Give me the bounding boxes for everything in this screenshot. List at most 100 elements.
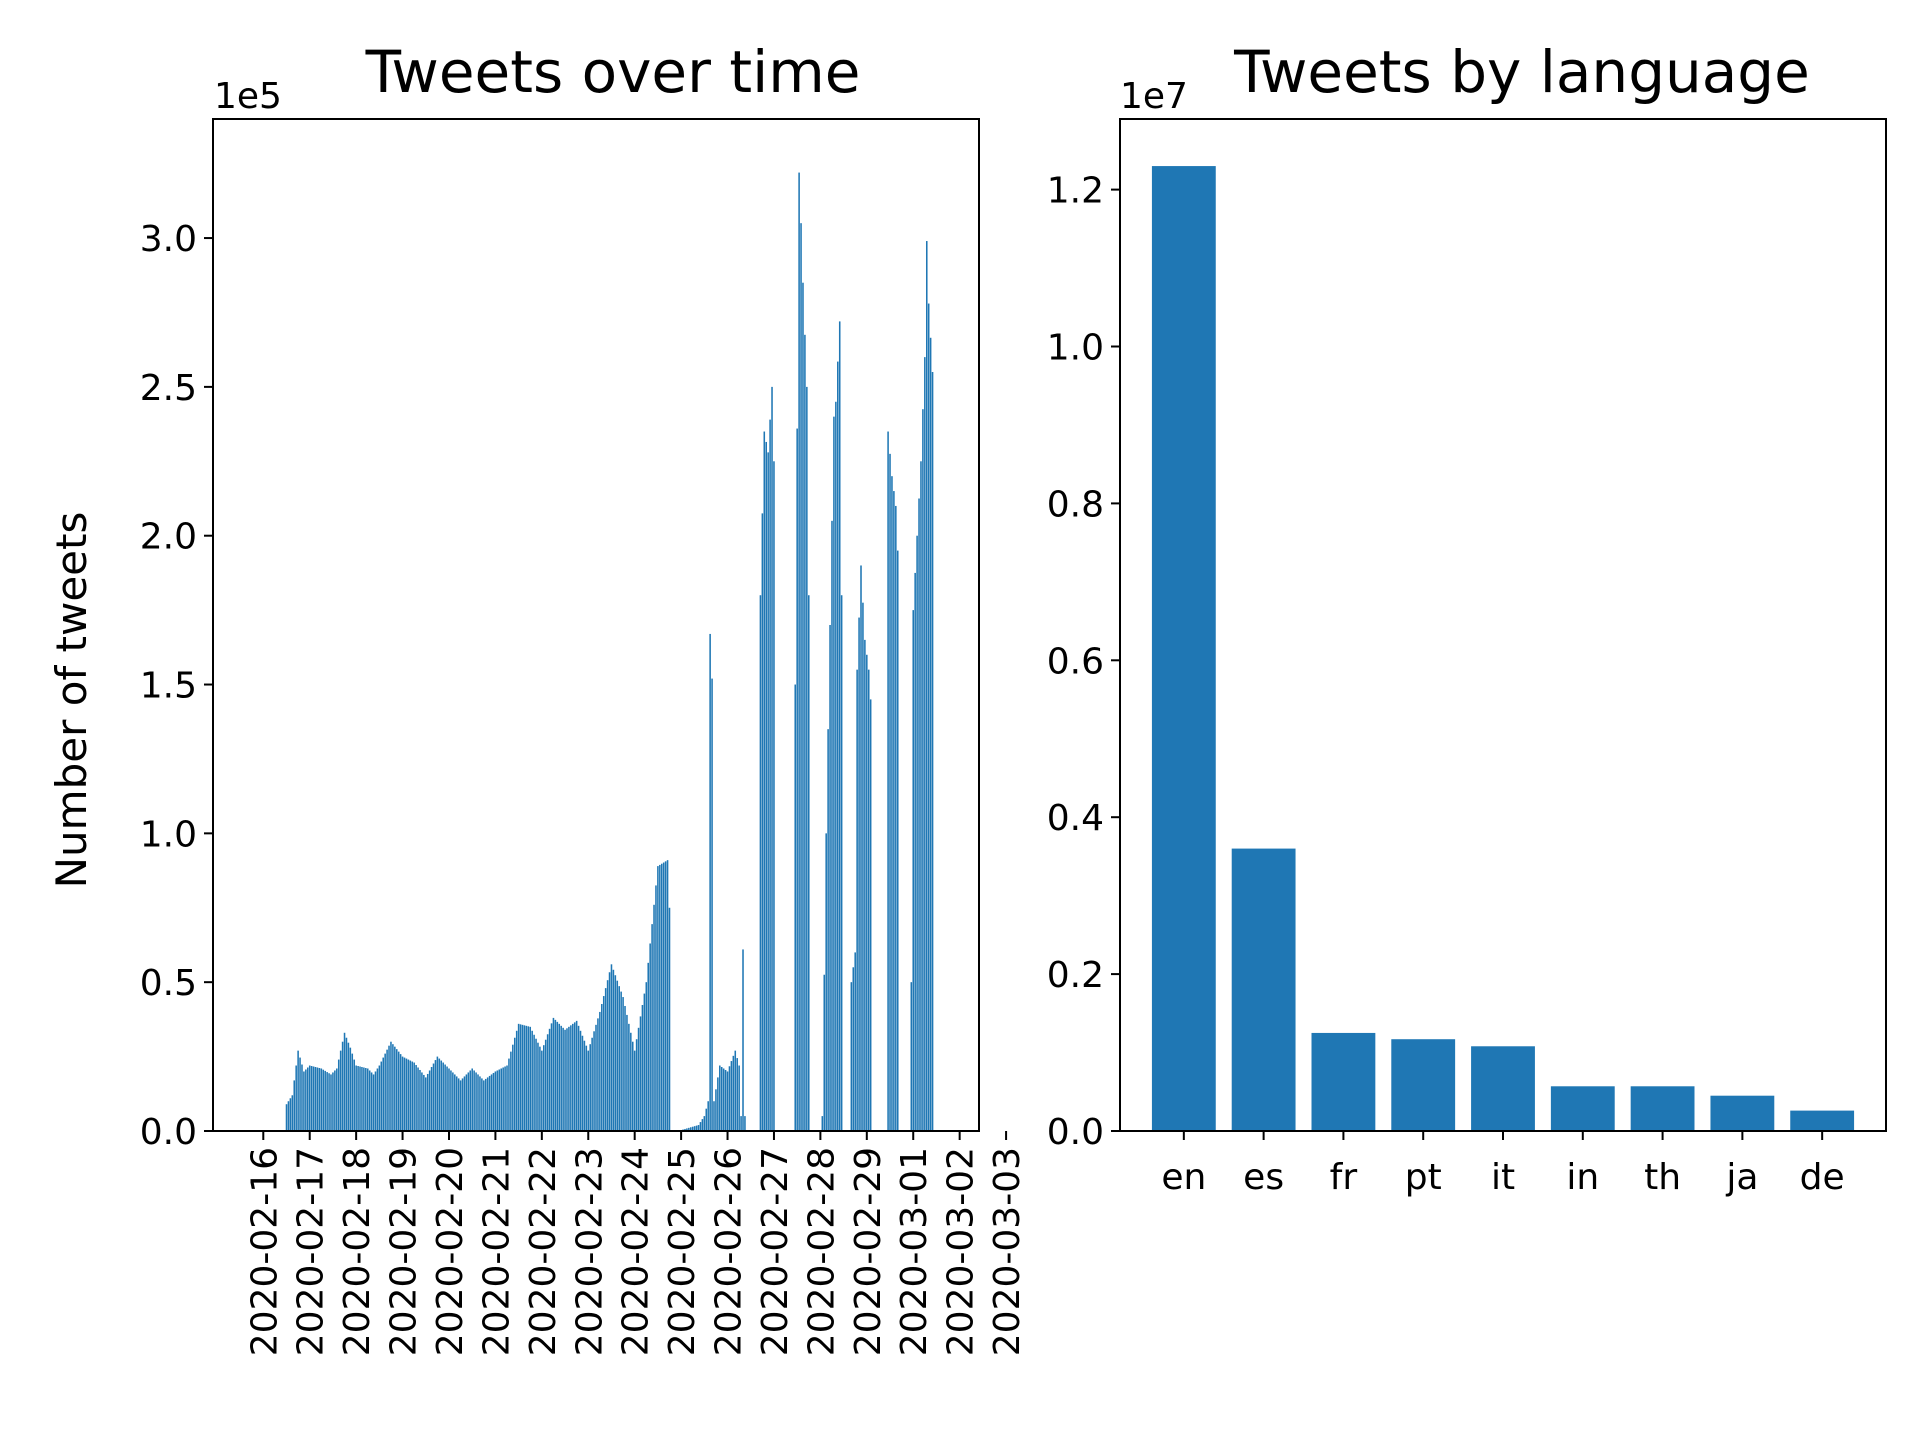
y-tick-label: 1.0 [1047,328,1104,369]
bar-hour-310 [862,602,864,1131]
bar-hour-204 [657,866,659,1131]
bar-hour-114 [483,1080,485,1131]
left-x-ticks: 2020-02-16 2020-02-17 2020-02-18 2020-02-19… [244,1131,1028,1356]
bar-hour-125 [504,1066,506,1131]
bar-hour-170 [591,1037,593,1131]
bar-hour-159 [570,1025,572,1131]
bar-hour-198 [645,982,648,1131]
bar-hour-220 [688,1127,690,1131]
bar-hour-27 [314,1067,317,1131]
bar-hour-182 [614,975,617,1131]
bar-fr [1311,1032,1376,1131]
x-tick-label: 2020-02-22 [523,1147,564,1356]
bar-hour-306 [854,952,856,1131]
bar-hour-111 [477,1074,479,1131]
bar-in [1550,1086,1615,1131]
bar-hour-262 [769,419,771,1131]
x-tick-label: 2020-02-28 [801,1147,842,1356]
bar-hour-101 [457,1078,460,1131]
x-tick-label: 2020-02-17 [291,1147,332,1356]
bar-hour-152 [556,1021,559,1131]
bar-hour-243 [732,1055,735,1131]
y-tick-label: 1.0 [140,814,197,855]
bar-hour-142 [537,1042,539,1131]
bar-hour-128 [510,1051,512,1131]
bar-hour-166 [583,1040,586,1131]
bar-hour-293 [829,625,831,1131]
bar-hour-247 [740,1116,742,1131]
bar-hour-18 [297,1050,299,1131]
x-tick-label-th: th [1644,1157,1681,1198]
bar-hour-146 [544,1039,547,1131]
bar-hour-49 [357,1066,359,1131]
bar-hour-199 [647,962,650,1131]
bar-hour-164 [579,1030,582,1131]
bar-hour-70 [397,1051,400,1131]
bar-hour-23 [307,1067,309,1131]
bar-hour-39 [337,1059,340,1131]
bar-hour-85 [426,1073,429,1131]
bar-hour-308 [858,617,860,1131]
bar-hour-66 [390,1041,392,1131]
bar-hour-106 [467,1072,470,1131]
bar-hour-119 [492,1072,495,1131]
bar-hour-191 [631,1041,634,1131]
bar-hour-344 [927,303,930,1132]
bar-hour-68 [394,1046,396,1131]
bar-hour-339 [918,498,920,1131]
bar-hour-227 [701,1119,704,1131]
bar-hour-290 [823,974,826,1131]
bar-hour-143 [539,1046,541,1131]
bar-hour-127 [508,1058,510,1131]
bar-hour-176 [602,996,605,1131]
bar-hour-116 [486,1077,489,1131]
bar-hour-207 [662,862,665,1131]
bar-hour-153 [558,1023,561,1131]
bar-hour-244 [734,1050,737,1131]
left-bars [285,172,934,1132]
bar-hour-257 [759,595,762,1131]
bar-hour-345 [929,337,932,1131]
bar-hour-148 [548,1028,551,1131]
x-tick-label: 2020-02-21 [476,1147,517,1356]
bar-hour-121 [496,1070,499,1131]
bar-hour-168 [587,1050,590,1131]
bar-hour-107 [469,1070,472,1131]
bar-hour-144 [541,1050,543,1131]
bar-hour-135 [523,1025,526,1131]
bar-hour-124 [502,1067,504,1131]
bar-hour-314 [869,699,872,1131]
bar-hour-337 [914,572,916,1131]
bar-hour-232 [711,678,713,1131]
bar-hour-40 [339,1050,342,1131]
bar-hour-326 [893,491,895,1131]
bar-hour-32 [324,1070,326,1131]
bar-hour-294 [831,520,833,1131]
bar-hour-280 [804,334,806,1131]
bar-hour-67 [392,1044,394,1131]
right-x-ticks: en es fr pt it in th ja de [1161,1131,1845,1198]
bar-hour-237 [720,1067,723,1131]
bar-hour-171 [593,1031,595,1131]
y-tick-label: 0.0 [140,1112,197,1153]
bar-hour-239 [724,1069,727,1131]
x-tick-label: 2020-02-26 [709,1147,750,1356]
bar-hour-174 [599,1011,601,1131]
bar-hour-222 [691,1126,694,1131]
bar-hour-341 [922,409,924,1131]
bar-hour-47 [353,1059,355,1131]
bar-es [1231,848,1296,1131]
bar-hour-278 [800,223,802,1132]
bar-hour-279 [802,282,804,1131]
bar-hour-158 [568,1026,570,1131]
bar-hour-141 [535,1038,537,1131]
bar-hour-96 [448,1068,450,1131]
plot-frame-left [212,118,980,1132]
x-tick-label: 2020-03-03 [987,1147,1028,1356]
y-tick-label: 0.4 [1047,798,1104,839]
bar-hour-19 [299,1057,301,1131]
bar-hour-196 [641,1004,644,1131]
bar-hour-178 [606,980,609,1131]
x-tick-label: 2020-02-16 [244,1147,285,1356]
bar-hour-13 [287,1101,290,1131]
